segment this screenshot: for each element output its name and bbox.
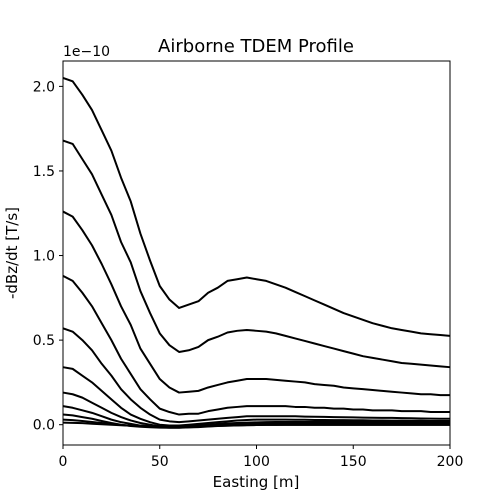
x-tick-label: 100 (243, 454, 270, 470)
y-scale-multiplier: 1e−10 (63, 44, 110, 60)
x-tick-label: 150 (340, 454, 367, 470)
plot-frame (62, 60, 451, 446)
series-line-11 (62, 421, 450, 428)
series-line-3 (62, 210, 450, 397)
x-tick-label: 200 (437, 454, 464, 470)
y-axis-label: -dBz/dt [T/s] (3, 207, 21, 299)
y-tick-label: 1.0 (33, 249, 55, 265)
y-tick-label: 2.0 (33, 79, 55, 95)
series-line-6 (62, 366, 450, 427)
x-axis-label: Easting [m] (213, 473, 300, 491)
y-tick-label: 0.0 (33, 418, 55, 434)
series-lines (62, 76, 451, 429)
series-line-1 (62, 76, 451, 337)
series-line-4 (62, 274, 450, 416)
x-tick-label: 0 (59, 454, 68, 470)
y-axis: 0.0 0.5 1.0 1.5 2.0 (33, 79, 63, 434)
series-line-5 (62, 327, 450, 424)
series-line-7 (62, 391, 450, 428)
x-tick-label: 50 (151, 454, 169, 470)
series-line-2 (62, 139, 451, 369)
y-tick-label: 0.5 (33, 333, 55, 349)
y-tick-label: 1.5 (33, 164, 55, 180)
x-axis: 0 50 100 150 200 (59, 445, 464, 470)
chart-title: Airborne TDEM Profile (158, 36, 354, 57)
